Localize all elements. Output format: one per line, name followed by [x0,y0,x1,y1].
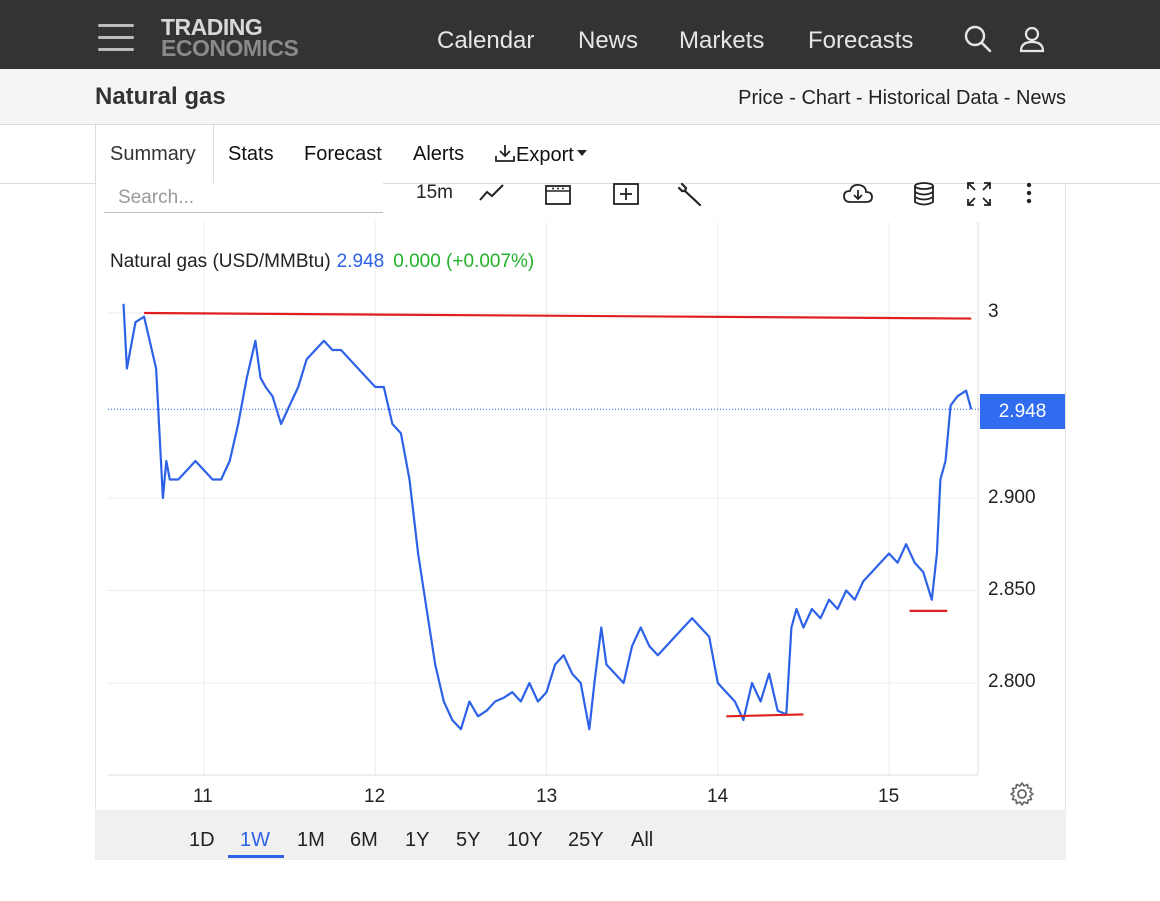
add-compare-icon[interactable] [612,180,640,208]
tab-stats[interactable]: Stats [228,143,274,165]
range-10y[interactable]: 10Y [507,829,543,851]
range-5y[interactable]: 5Y [456,829,481,851]
legend-change: 0.000 (+0.007%) [393,251,535,272]
subnav-chart[interactable]: Chart [801,87,851,109]
subnav-separator: - [783,87,802,109]
export-button[interactable]: Export [494,143,588,167]
nav-calendar[interactable]: Calendar [437,27,535,54]
x-tick-label: 13 [536,786,558,807]
resistance-trendline [144,311,972,320]
symbol-search-input[interactable] [104,183,383,213]
tab-summary-bg [95,125,214,184]
range-1y[interactable]: 1Y [405,829,430,851]
top-nav-bar: TRADING ECONOMICS Calendar News Markets … [0,0,1160,69]
range-25y[interactable]: 25Y [568,829,604,851]
range-1m[interactable]: 1M [297,829,325,851]
chart-container [95,184,1066,860]
more-icon[interactable] [1022,180,1036,208]
range-selector-bar [95,810,1066,860]
support-line [726,713,804,718]
nav-markets[interactable]: Markets [679,27,765,54]
range-all[interactable]: All [631,829,654,851]
calendar-range-icon[interactable] [544,180,572,208]
x-tick-label: 11 [193,786,213,807]
tab-alerts[interactable]: Alerts [413,143,465,165]
y-tick-label: 2.800 [988,671,1036,692]
y-tick-label: 2.900 [988,487,1036,508]
logo[interactable]: TRADING ECONOMICS [161,14,299,61]
x-tick-label: 12 [364,786,386,807]
cloud-download-icon[interactable] [842,180,874,208]
logo-line-2: ECONOMICS [161,35,299,61]
logo-line-1: TRADING [161,14,263,40]
subnav-price[interactable]: Price [738,87,784,109]
page-header: Natural gas Price - Chart - Historical D… [0,69,1160,125]
menu-icon[interactable] [98,24,134,52]
subnav-separator: - [998,87,1016,109]
interval-selector[interactable]: 15m [416,182,453,203]
subnav-separator: - [850,87,869,109]
nav-news[interactable]: News [578,27,639,54]
sub-navigation: Price - Chart - Historical Data - News [738,87,1066,110]
range-active-indicator [228,855,284,858]
series-line-natural-gas [122,303,973,731]
x-tick-label: 14 [707,786,729,807]
legend-price: 2.948 [336,251,385,272]
y-tick-label: 2.850 [988,579,1036,600]
wrench-icon[interactable] [677,180,705,208]
download-icon [495,145,515,162]
y-tick-label: 3 [988,301,999,322]
search-icon[interactable] [963,24,993,54]
legend-series-name: Natural gas (USD/MMBtu) [110,251,331,272]
page-title: Natural gas [95,83,226,110]
fullscreen-icon[interactable] [965,180,993,208]
range-1w[interactable]: 1W [240,829,270,851]
x-tick-label: 15 [878,786,900,807]
chart-settings-gear-icon[interactable] [1009,781,1035,807]
last-price-badge: 2.948 [980,394,1065,429]
nav-forecasts[interactable]: Forecasts [808,27,914,54]
range-6m[interactable]: 6M [350,829,378,851]
line-chart-icon[interactable] [478,180,506,208]
range-1d[interactable]: 1D [189,829,215,851]
tab-summary[interactable]: Summary [110,143,196,165]
tab-bar: Summary Stats Forecast Alerts Export [0,125,1160,184]
user-icon[interactable] [1017,24,1047,54]
tab-forecast[interactable]: Forecast [304,143,382,165]
database-icon[interactable] [911,180,937,208]
subnav-news[interactable]: News [1015,87,1066,109]
export-label: Export [516,144,574,166]
subnav-historical-data[interactable]: Historical Data [868,87,999,109]
caret-down-icon [576,150,587,156]
chart-legend: Natural gas (USD/MMBtu) 2.948 0.000 (+0.00… [110,251,534,273]
